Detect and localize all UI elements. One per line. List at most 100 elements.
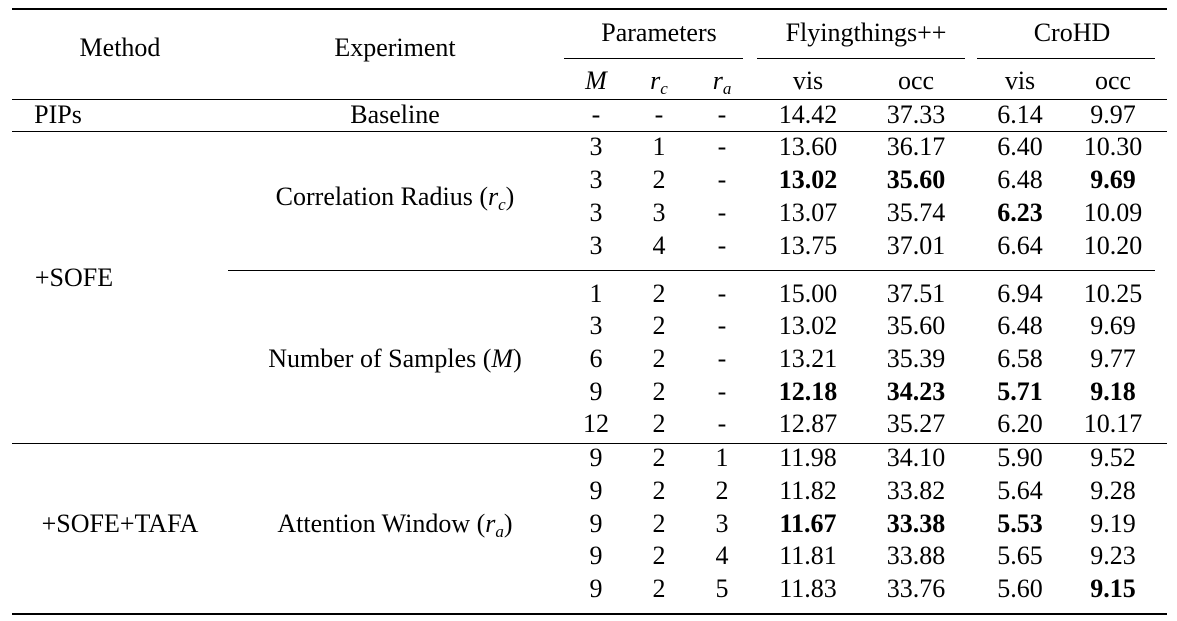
cell-ft-vis: 12.87	[778, 409, 838, 438]
cell-ft-occ: 35.60	[886, 311, 946, 340]
cell-ft-vis: 13.75	[778, 231, 838, 260]
experiment-window-close: )	[503, 509, 513, 538]
cell-crohd-vis: 6.14	[997, 100, 1043, 129]
cell-m: 3	[589, 165, 603, 194]
cell-crohd-vis: 6.23	[997, 198, 1043, 227]
cell-ra: 1	[715, 443, 729, 472]
cell-rc: 2	[652, 165, 666, 194]
cell-ft-occ: 34.23	[886, 377, 946, 406]
experiment-samples-text: Number of Samples (	[268, 344, 492, 373]
cell-m: 9	[589, 377, 603, 406]
cell-crohd-vis: 5.60	[997, 574, 1043, 603]
parameters-underline	[564, 58, 743, 59]
header-flyingthings: Flyingthings++	[785, 18, 947, 47]
cell-crohd-vis: 5.64	[997, 476, 1043, 505]
cell-rc: -	[654, 100, 664, 129]
cell-m: 3	[589, 311, 603, 340]
header-method: Method	[79, 33, 161, 62]
cell-crohd-vis: 6.20	[997, 409, 1043, 438]
cell-crohd-vis: 5.65	[997, 541, 1043, 570]
cell-crohd-occ: 9.69	[1090, 311, 1136, 340]
experiment-window-var: r	[485, 509, 496, 538]
cell-crohd-vis: 6.40	[997, 132, 1043, 161]
cell-crohd-occ: 9.52	[1090, 443, 1136, 472]
cell-m: 9	[589, 541, 603, 570]
header-param-rc-base: r	[650, 66, 661, 95]
cell-m: 9	[589, 574, 603, 603]
cell-crohd-occ: 9.23	[1090, 541, 1136, 570]
cell-ra: -	[717, 198, 727, 227]
cell-ft-vis: 13.21	[778, 344, 838, 373]
experiment-number-of-samples: Number of Samples (M)	[268, 344, 521, 374]
cell-m: 9	[589, 509, 603, 538]
cell-rc: 2	[652, 509, 666, 538]
cell-ft-vis: 11.82	[779, 476, 837, 505]
header-ft-vis: vis	[792, 66, 824, 95]
experiment-baseline: Baseline	[350, 100, 440, 129]
cell-m: 3	[589, 198, 603, 227]
header-experiment: Experiment	[334, 33, 456, 62]
header-crohd: CroHD	[1033, 18, 1111, 47]
experiment-correlation-radius: Correlation Radius (rc)	[276, 182, 515, 214]
cell-m: 9	[589, 443, 603, 472]
cell-m: 3	[589, 231, 603, 260]
method-sofe-tafa: +SOFE+TAFA	[41, 509, 199, 538]
cell-crohd-occ: 9.77	[1090, 344, 1136, 373]
cell-ra: 5	[715, 574, 729, 603]
cell-ft-occ: 33.82	[886, 476, 946, 505]
cell-m: -	[591, 100, 601, 129]
header-param-ra-base: r	[712, 66, 723, 95]
cell-ft-vis: 13.60	[778, 132, 838, 161]
cell-crohd-occ: 9.28	[1090, 476, 1136, 505]
cell-ra: -	[717, 231, 727, 260]
header-parameters: Parameters	[601, 18, 717, 47]
cell-ft-occ: 35.74	[886, 198, 946, 227]
cell-rc: 4	[652, 231, 666, 260]
cell-crohd-occ: 9.15	[1090, 574, 1136, 603]
cell-ra: -	[717, 377, 727, 406]
experiment-radius-sub: c	[498, 195, 506, 214]
experiment-radius-close: )	[505, 182, 515, 211]
cell-ft-occ: 34.10	[886, 443, 946, 472]
cell-ra: -	[717, 344, 727, 373]
cell-ft-occ: 36.17	[886, 132, 946, 161]
cell-m: 12	[583, 409, 609, 438]
cell-ft-occ: 35.39	[886, 344, 946, 373]
cell-ra: -	[717, 279, 727, 308]
experiment-attention-window: Attention Window (ra)	[277, 509, 513, 540]
cell-rc: 2	[652, 409, 666, 438]
header-param-m: M	[585, 66, 607, 95]
cell-ft-occ: 37.01	[886, 231, 946, 260]
cell-crohd-vis: 6.64	[997, 231, 1043, 260]
cell-ft-occ: 37.51	[886, 279, 946, 308]
cell-rc: 1	[652, 132, 666, 161]
cell-m: 3	[589, 132, 603, 161]
cell-rc: 2	[652, 574, 666, 603]
experiment-radius-var: r	[487, 182, 499, 211]
cell-ft-vis: 14.42	[778, 100, 838, 129]
header-crohd-vis: vis	[1004, 66, 1036, 95]
header-param-ra-sub: a	[722, 79, 732, 98]
cell-ft-vis: 13.02	[778, 165, 838, 194]
cell-ra: -	[717, 165, 727, 194]
cell-crohd-vis: 5.90	[997, 443, 1043, 472]
cell-rc: 2	[652, 279, 666, 308]
cell-m: 9	[589, 476, 603, 505]
experiment-window-text: Attention Window (	[277, 509, 486, 538]
cell-ft-vis: 13.07	[778, 198, 838, 227]
header-ft-occ: occ	[897, 66, 935, 95]
top-rule	[12, 8, 1167, 10]
sofe-mid-rule	[228, 270, 1155, 271]
experiment-samples-var: M	[491, 344, 514, 373]
cell-crohd-occ: 9.69	[1090, 165, 1136, 194]
header-crohd-occ: occ	[1094, 66, 1132, 95]
cell-ft-vis: 15.00	[778, 279, 838, 308]
header-param-ra: ra	[712, 66, 732, 98]
cell-ft-vis: 13.02	[778, 311, 838, 340]
cell-ra: 2	[715, 476, 729, 505]
cell-crohd-vis: 6.48	[997, 311, 1043, 340]
header-param-rc-sub: c	[660, 79, 668, 98]
cell-crohd-occ: 10.20	[1083, 231, 1143, 260]
cell-ft-vis: 11.83	[779, 574, 837, 603]
